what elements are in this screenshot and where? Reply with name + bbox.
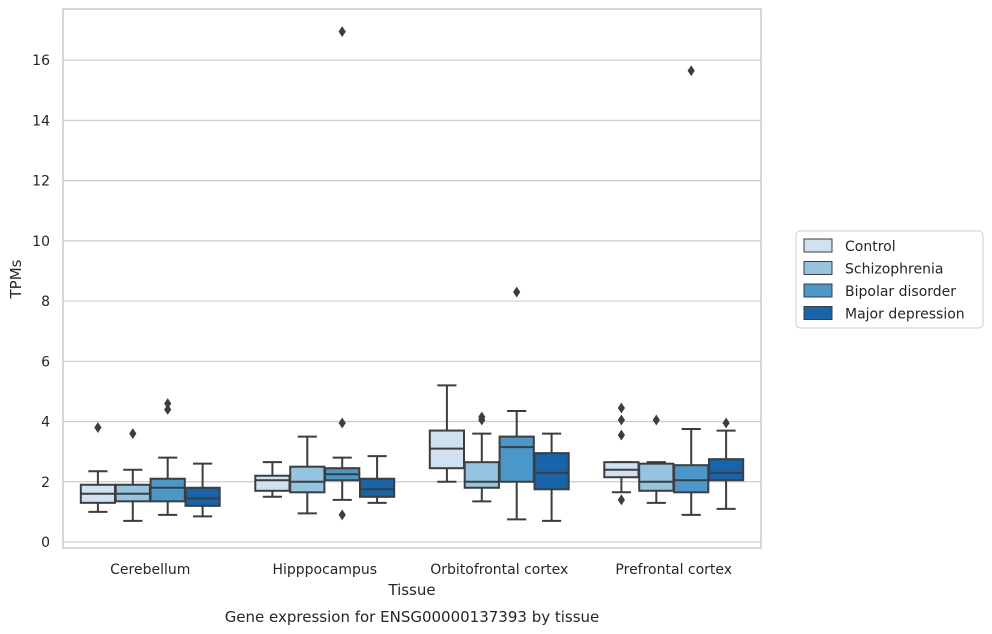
box-3-3	[707, 417, 745, 510]
legend-label: Major depression	[845, 307, 965, 323]
box-1-1	[289, 435, 326, 515]
y-tick-label: 10	[32, 234, 50, 250]
outlier-point	[617, 402, 625, 414]
legend-swatch	[803, 306, 833, 320]
outlier-point	[338, 26, 346, 37]
box-0-2	[149, 398, 186, 516]
legend-swatch	[803, 283, 833, 298]
legend-swatch	[803, 261, 833, 275]
box-3-2	[673, 65, 710, 516]
y-tick-label: 0	[41, 535, 50, 551]
box-1-2	[324, 26, 361, 521]
y-tick-label: 14	[32, 113, 50, 129]
box-1-3	[358, 455, 396, 504]
box-iqr	[673, 464, 710, 494]
outlier-point	[513, 286, 521, 298]
chart-caption: Gene expression for ENSG00000137393 by t…	[225, 608, 600, 626]
outlier-point	[722, 417, 730, 429]
box-2-2	[498, 286, 535, 521]
y-tick-label: 12	[32, 174, 50, 190]
outlier-point	[687, 65, 695, 77]
box-iqr	[358, 477, 396, 498]
y-axis-label: TPMs	[7, 259, 25, 299]
box-iqr	[463, 461, 500, 489]
box-iqr	[638, 462, 675, 492]
box-0-1	[114, 428, 151, 522]
box-iqr	[289, 465, 326, 494]
legend-frame	[795, 230, 984, 329]
box-2-1	[463, 411, 500, 503]
box-iqr	[184, 486, 221, 507]
legend-label: Bipolar disorder	[845, 284, 956, 300]
box-0-0	[79, 422, 117, 513]
box-iqr	[707, 458, 745, 482]
y-tick-label: 8	[41, 294, 50, 310]
outlier-point	[617, 494, 625, 506]
box-2-0	[428, 384, 466, 483]
box-2-3	[533, 432, 570, 522]
x-tick-label: Prefrontal cortex	[615, 562, 732, 578]
y-tick-label: 2	[41, 475, 50, 491]
box-iqr	[149, 477, 186, 503]
x-tick-label: Orbitofrontal cortex	[430, 562, 568, 578]
legend-label: Schizophrenia	[845, 262, 943, 278]
outlier-point	[94, 422, 102, 433]
box-1-0	[254, 461, 291, 498]
box-3-0	[603, 402, 640, 506]
y-tick-label: 4	[41, 415, 50, 431]
outlier-point	[617, 429, 625, 441]
box-iqr	[533, 452, 570, 491]
box-0-3	[184, 462, 221, 518]
x-axis-ticks: Cerebellum Hipppocampus Orbitofrontal cort…	[110, 562, 732, 578]
plot-frame	[62, 8, 762, 549]
box-iqr	[254, 474, 291, 492]
box-iqr	[498, 435, 535, 483]
y-axis-ticks: 0 2 4 6 8 10 12 14 16	[32, 53, 50, 551]
outlier-point	[164, 398, 172, 409]
outlier-point	[478, 411, 486, 423]
legend-label: Control	[845, 239, 896, 255]
box-3-1	[638, 414, 675, 504]
x-tick-label: Cerebellum	[110, 562, 190, 578]
outlier-point	[129, 428, 137, 439]
x-axis-label: Tissue	[387, 581, 435, 599]
outlier-point	[617, 414, 625, 426]
y-tick-label: 6	[41, 354, 50, 370]
outlier-point	[164, 404, 172, 415]
outlier-point	[338, 509, 346, 521]
x-tick-label: Hipppocampus	[272, 562, 377, 578]
y-tick-label: 16	[32, 53, 50, 69]
legend: Control Schizophrenia Bipolar disorder Majo…	[795, 230, 984, 329]
legend-swatch	[803, 238, 833, 253]
boxes	[79, 26, 745, 522]
outlier-point	[652, 414, 660, 426]
outlier-point	[338, 417, 346, 429]
